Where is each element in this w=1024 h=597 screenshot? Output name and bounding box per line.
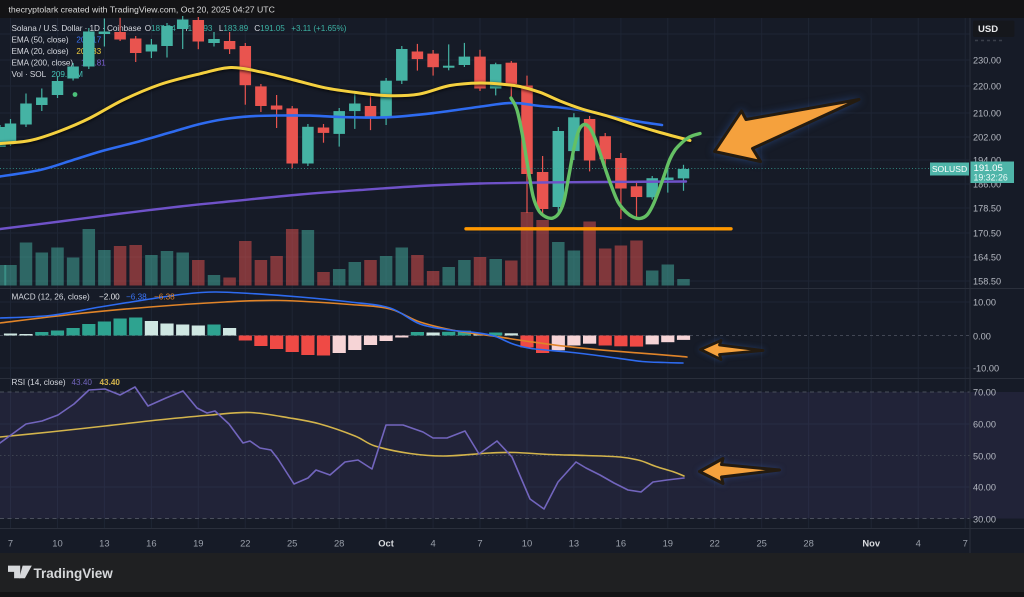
svg-text:220.00: 220.00 <box>973 82 1001 92</box>
svg-text:186.00: 186.00 <box>973 180 1001 190</box>
svg-text:thecryptolark created with Tra: thecryptolark created with TradingView.c… <box>9 5 275 15</box>
svg-text:Solana / U.S. Dollar · 1D · Co: Solana / U.S. Dollar · 1D · Coinbase <box>12 24 142 33</box>
svg-text:158.50: 158.50 <box>973 277 1001 287</box>
svg-text:USD: USD <box>978 24 998 35</box>
svg-text:22: 22 <box>240 538 250 549</box>
svg-text:10: 10 <box>52 538 62 549</box>
svg-text:25: 25 <box>756 538 766 549</box>
svg-text:19:32:26: 19:32:26 <box>974 173 1008 183</box>
svg-text:30.00: 30.00 <box>973 515 996 525</box>
svg-text:7: 7 <box>8 538 13 549</box>
svg-text:10: 10 <box>522 538 532 549</box>
svg-text:4: 4 <box>916 538 921 549</box>
svg-text:191.05: 191.05 <box>974 163 1003 174</box>
svg-text:70.00: 70.00 <box>973 388 996 398</box>
svg-text:170.50: 170.50 <box>973 229 1001 239</box>
svg-text:19: 19 <box>663 538 673 549</box>
svg-text:22: 22 <box>709 538 719 549</box>
svg-text:TradingView: TradingView <box>34 566 114 581</box>
svg-text:7: 7 <box>963 538 968 549</box>
svg-text:10.00: 10.00 <box>973 298 996 308</box>
svg-text:230.00: 230.00 <box>973 56 1001 66</box>
svg-text:28: 28 <box>334 538 344 549</box>
svg-text:210.00: 210.00 <box>973 109 1001 119</box>
svg-text:50.00: 50.00 <box>973 452 996 462</box>
svg-text:-10.00: -10.00 <box>973 364 999 374</box>
svg-text:0.00: 0.00 <box>973 332 991 342</box>
svg-text:Vol · SOL 209.95M: Vol · SOL 209.95M <box>12 70 84 79</box>
svg-text:25: 25 <box>287 538 297 549</box>
svg-text:7: 7 <box>477 538 482 549</box>
svg-text:28: 28 <box>803 538 813 549</box>
svg-text:40.00: 40.00 <box>973 483 996 493</box>
svg-text:16: 16 <box>616 538 626 549</box>
svg-text:19: 19 <box>193 538 203 549</box>
svg-text:60.00: 60.00 <box>973 420 996 430</box>
svg-text:13: 13 <box>569 538 579 549</box>
svg-text:13: 13 <box>99 538 109 549</box>
svg-text:202.00: 202.00 <box>973 133 1001 143</box>
svg-text:16: 16 <box>146 538 156 549</box>
svg-text:Nov: Nov <box>862 538 880 549</box>
svg-text:164.50: 164.50 <box>973 253 1001 263</box>
svg-text:SOLUSD: SOLUSD <box>932 164 967 174</box>
svg-text:Oct: Oct <box>378 538 394 549</box>
svg-text:4: 4 <box>430 538 435 549</box>
svg-text:178.50: 178.50 <box>973 204 1001 214</box>
svg-text:194.00: 194.00 <box>973 156 1001 166</box>
